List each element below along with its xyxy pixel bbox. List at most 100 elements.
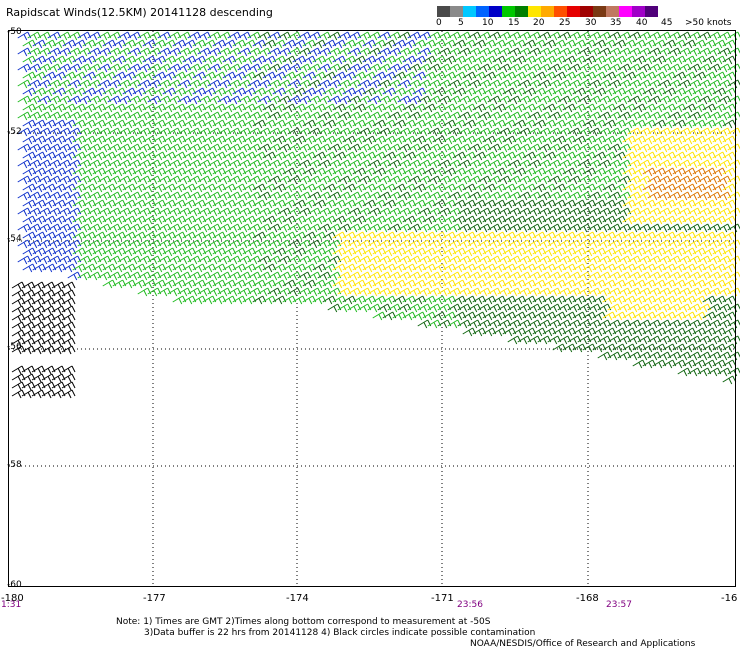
wind-barb (22, 71, 37, 81)
legend-label-25: 25 (559, 18, 571, 28)
legend-label-50-knots: >50 knots (685, 18, 732, 28)
wind-barb (11, 373, 26, 383)
wind-barb (507, 335, 522, 345)
lat-label-50: -50 (7, 27, 22, 37)
wind-barb (137, 287, 152, 297)
note-line-2: 3)Data buffer is 22 hrs from 20141128 4)… (144, 628, 536, 638)
legend-swatch (463, 6, 476, 17)
wind-barb (462, 327, 477, 337)
legend-label-10: 10 (482, 18, 494, 28)
wind-barb (22, 103, 37, 113)
legend-label-30: 30 (585, 18, 597, 28)
wind-barb (417, 319, 432, 329)
wind-barb (11, 365, 26, 375)
legend-swatch (580, 6, 593, 17)
wind-barb (372, 311, 387, 321)
lon-label-177: -177 (143, 593, 166, 604)
wind-barb (67, 271, 82, 281)
legend-swatch (450, 6, 463, 17)
legend-swatch (437, 6, 450, 17)
wind-barb (22, 247, 37, 257)
legend-swatch (606, 6, 619, 17)
lat-label-60: -60 (7, 580, 22, 590)
lat-label-56: -56 (7, 342, 22, 352)
wind-barb (17, 223, 32, 233)
legend-label-0: 0 (436, 18, 442, 28)
wind-barb (22, 231, 37, 241)
wind-barb (22, 39, 37, 49)
lat-label-58: -58 (7, 460, 22, 470)
legend-swatch (619, 6, 632, 17)
legend-swatch (645, 6, 658, 17)
legend-swatch (515, 6, 528, 17)
wind-barb (17, 159, 32, 169)
wind-barb (11, 297, 26, 307)
note-line-1: Note: 1) Times are GMT 2)Times along bot… (116, 617, 491, 627)
time-label-mid: 23:56 (457, 600, 483, 610)
wind-barb (172, 295, 187, 305)
legend-label-45: 45 (661, 18, 673, 28)
wind-barb (11, 329, 26, 339)
wind-barbs (11, 31, 740, 399)
wind-barb (11, 305, 26, 315)
legend-swatch (541, 6, 554, 17)
legend-label-20: 20 (533, 18, 545, 28)
wind-barb (22, 183, 37, 193)
wind-barb (722, 375, 737, 385)
wind-barb (22, 199, 37, 209)
lon-label-168: -168 (576, 593, 599, 604)
lon-label-16: -16 (721, 593, 738, 604)
lon-label-174: -174 (286, 593, 309, 604)
legend-color-bar (437, 6, 658, 17)
time-label-end: 23:57 (606, 600, 632, 610)
wind-barb (597, 351, 612, 361)
wind-barb (22, 263, 37, 273)
wind-barb (22, 119, 37, 129)
wind-barb (17, 255, 32, 265)
wind-barb (11, 313, 26, 323)
wind-barb (17, 95, 32, 105)
wind-barb (22, 87, 37, 97)
map-frame (8, 30, 736, 587)
wind-barb (11, 281, 26, 291)
wind-barb (17, 79, 32, 89)
lon-label-171: -171 (431, 593, 454, 604)
legend-label-5: 5 (458, 18, 464, 28)
wind-barb (22, 135, 37, 145)
legend-swatch (476, 6, 489, 17)
lat-label-54: -54 (7, 234, 22, 244)
wind-barb (22, 55, 37, 65)
legend-swatch (567, 6, 580, 17)
wind-barb (17, 111, 32, 121)
wind-barb (17, 63, 32, 73)
wind-barb (11, 289, 26, 299)
lat-lon-grid (9, 31, 735, 586)
wind-barb (552, 343, 567, 353)
wind-barb (11, 321, 26, 331)
time-label-start: 1:31 (1, 600, 22, 610)
wind-barb (17, 207, 32, 217)
credit-line: NOAA/NESDIS/Office of Research and Appli… (470, 639, 696, 649)
legend-label-40: 40 (636, 18, 648, 28)
map-title: Rapidscat Winds(12.5KM) 20141128 descend… (6, 6, 273, 19)
wind-barb (11, 381, 26, 391)
legend-swatch (554, 6, 567, 17)
legend-swatch (489, 6, 502, 17)
wind-barb (17, 175, 32, 185)
legend-swatch (632, 6, 645, 17)
wind-barb (22, 151, 37, 161)
legend-labels: 0 5 10 15 20 25 30 35 40 45 >50 knots (436, 17, 732, 29)
wind-barb (17, 191, 32, 201)
wind-barb (102, 279, 117, 289)
legend-label-15: 15 (508, 18, 520, 28)
legend-swatch (593, 6, 606, 17)
lat-label-52: -52 (7, 127, 22, 137)
wind-barb (22, 167, 37, 177)
legend-swatch (528, 6, 541, 17)
wind-barb (17, 47, 32, 57)
legend-swatch (502, 6, 515, 17)
wind-speed-legend: 0 5 10 15 20 25 30 35 40 45 >50 knots (436, 6, 732, 29)
wind-barb (11, 389, 26, 399)
legend-label-35: 35 (610, 18, 622, 28)
wind-barb (22, 215, 37, 225)
